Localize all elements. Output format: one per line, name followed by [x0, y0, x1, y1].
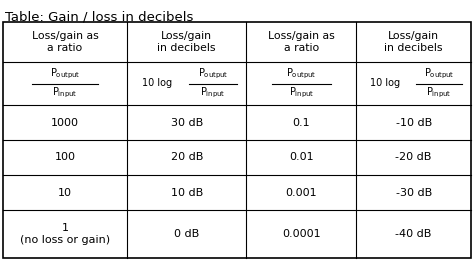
Text: Loss/gain
in decibels: Loss/gain in decibels — [157, 31, 216, 53]
Text: 1
(no loss or gain): 1 (no loss or gain) — [20, 223, 110, 245]
Text: Loss/gain as
a ratio: Loss/gain as a ratio — [268, 31, 335, 53]
Text: P$_{\mathregular{output}}$: P$_{\mathregular{output}}$ — [286, 67, 317, 81]
Text: Loss/gain as
a ratio: Loss/gain as a ratio — [32, 31, 99, 53]
Text: P$_{\mathregular{input}}$: P$_{\mathregular{input}}$ — [200, 86, 226, 100]
Text: -40 dB: -40 dB — [395, 229, 432, 239]
Text: P$_{\mathregular{output}}$: P$_{\mathregular{output}}$ — [424, 67, 454, 81]
Text: Loss/gain
in decibels: Loss/gain in decibels — [384, 31, 443, 53]
Text: Table: Gain / loss in decibels: Table: Gain / loss in decibels — [5, 10, 193, 23]
Text: 0.001: 0.001 — [285, 187, 317, 198]
Text: 100: 100 — [55, 152, 75, 163]
Text: 10: 10 — [58, 187, 72, 198]
Text: P$_{\mathregular{output}}$: P$_{\mathregular{output}}$ — [50, 67, 80, 81]
Text: 1000: 1000 — [51, 117, 79, 128]
Text: -30 dB: -30 dB — [395, 187, 432, 198]
Text: -10 dB: -10 dB — [395, 117, 432, 128]
Text: P$_{\mathregular{input}}$: P$_{\mathregular{input}}$ — [426, 86, 452, 100]
Text: 10 dB: 10 dB — [171, 187, 203, 198]
Text: P$_{\mathregular{output}}$: P$_{\mathregular{output}}$ — [198, 67, 228, 81]
Text: P$_{\mathregular{input}}$: P$_{\mathregular{input}}$ — [289, 86, 314, 100]
Text: 30 dB: 30 dB — [171, 117, 203, 128]
Text: 0.01: 0.01 — [289, 152, 314, 163]
Text: -20 dB: -20 dB — [395, 152, 432, 163]
Text: 0.0001: 0.0001 — [282, 229, 321, 239]
Text: 10 log: 10 log — [142, 79, 173, 88]
Text: P$_{\mathregular{input}}$: P$_{\mathregular{input}}$ — [52, 86, 78, 100]
Text: 10 log: 10 log — [370, 79, 400, 88]
Text: 0.1: 0.1 — [292, 117, 310, 128]
Text: 20 dB: 20 dB — [171, 152, 203, 163]
Text: 0 dB: 0 dB — [174, 229, 199, 239]
